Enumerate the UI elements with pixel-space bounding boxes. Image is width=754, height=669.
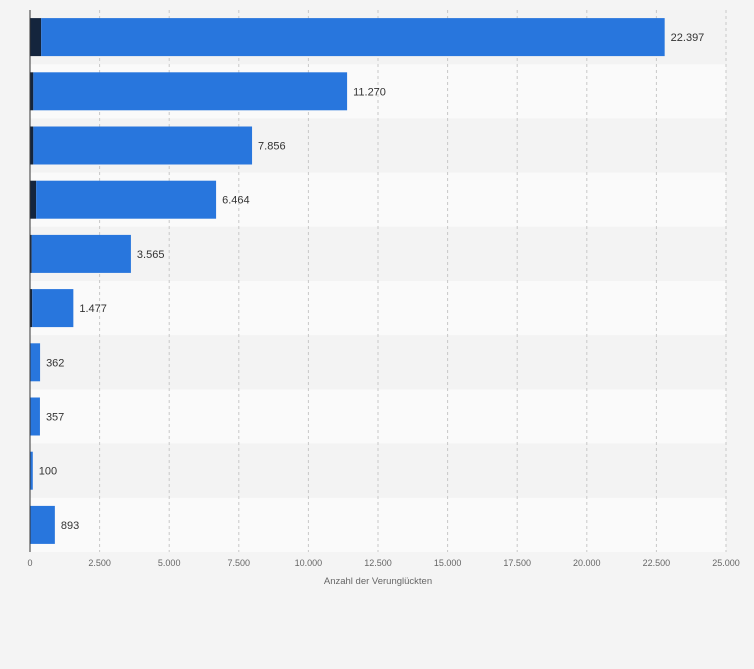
x-tick-label: 25.000 <box>712 558 740 568</box>
x-axis: 0 2.500 5.000 7.500 10.000 12.500 15.000 17.500… <box>27 10 740 568</box>
bar-series-2 <box>32 289 74 328</box>
value-label: 22.397 <box>671 32 705 44</box>
bar-series-1 <box>30 234 32 273</box>
row-band <box>30 281 726 336</box>
value-label: 1.477 <box>79 303 107 315</box>
row-band <box>30 443 726 498</box>
value-label: 357 <box>46 412 64 424</box>
bar-series-2 <box>30 397 40 436</box>
bar-series-2 <box>33 126 253 165</box>
x-tick-label: 22.500 <box>643 558 671 568</box>
x-tick-label: 2.500 <box>88 558 111 568</box>
value-label: 7.856 <box>258 141 286 153</box>
x-tick-label: 12.500 <box>364 558 392 568</box>
value-label: 6.464 <box>222 195 250 207</box>
value-labels: 22.397 11.270 7.856 6.464 3.565 1.477 362 357 10… <box>39 32 705 532</box>
bar-series-2 <box>36 180 217 219</box>
x-tick-label: 5.000 <box>158 558 181 568</box>
value-label: 100 <box>39 466 57 478</box>
bars <box>30 18 665 544</box>
row-band <box>30 497 726 552</box>
bar-series-1 <box>30 126 34 165</box>
bar-series-1 <box>30 72 34 111</box>
row-bands <box>30 10 726 552</box>
x-tick-label: 17.500 <box>503 558 531 568</box>
x-tick-label: 7.500 <box>228 558 251 568</box>
value-label: 893 <box>61 520 79 532</box>
x-tick-label: 10.000 <box>295 558 323 568</box>
row-band <box>30 226 726 281</box>
bar-series-2 <box>33 72 348 111</box>
row-band <box>30 389 726 444</box>
bar-series-2 <box>31 234 131 273</box>
row-band <box>30 335 726 390</box>
bar-series-2 <box>30 505 55 544</box>
value-label: 362 <box>46 357 64 369</box>
bar-series-1 <box>30 18 42 57</box>
bar-series-2 <box>30 451 33 490</box>
bar-series-1 <box>30 289 33 328</box>
value-label: 11.270 <box>353 86 386 98</box>
bar-series-1 <box>30 180 37 219</box>
x-axis-title: Anzahl der Verunglückten <box>324 576 432 587</box>
x-tick-label: 0 <box>27 558 32 568</box>
bar-series-2 <box>30 343 41 382</box>
x-tick-label: 15.000 <box>434 558 462 568</box>
value-label: 3.565 <box>137 249 165 261</box>
bar-series-2 <box>41 18 665 57</box>
x-tick-label: 20.000 <box>573 558 601 568</box>
